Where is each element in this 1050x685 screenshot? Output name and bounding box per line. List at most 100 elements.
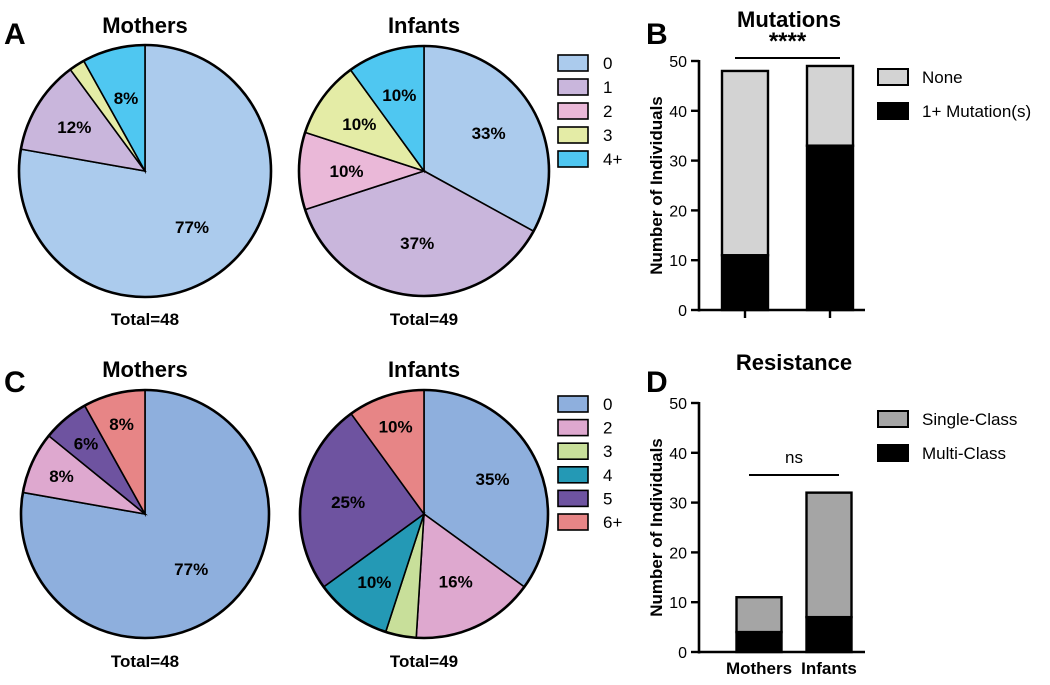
panel-letter-b: B: [646, 18, 668, 51]
bar-segment-infants-none: [805, 64, 855, 147]
bar-chart-title: Mutations: [737, 7, 841, 32]
y-tick-label: 30: [669, 496, 687, 513]
y-tick-label: 0: [678, 645, 687, 662]
legend-swatch-none: [877, 68, 909, 86]
panel-letter-d: D: [646, 366, 668, 399]
legend-panel-a: 0 1 2 3 4+: [557, 54, 622, 169]
bar-segment-infants-single-class: [805, 491, 853, 619]
y-tick-label: 0: [678, 303, 687, 320]
pie-slice-label: 10%: [342, 115, 376, 134]
legend-label: 4+: [603, 150, 622, 169]
pie-title: Infants: [388, 13, 460, 38]
bar-chart-d: Resistance 0 10 20 30 40 50 Number of Individua…: [647, 350, 1017, 678]
legend-label: Multi-Class: [922, 444, 1006, 463]
legend-label: 2: [603, 102, 612, 121]
legend-label: 0: [603, 395, 612, 414]
pie-chart-c-infants: Infants 35% 16% 10% 25% 10% Total=49: [298, 357, 550, 671]
x-category-label: Mothers: [726, 659, 792, 678]
y-tick-label: 20: [669, 545, 687, 562]
legend-label: 4: [603, 466, 612, 485]
pie-total-label: Total=49: [390, 652, 458, 671]
bar-chart-b: Mutations 0 10 20 30 40 50 Number of Individual…: [647, 7, 1031, 320]
legend-label: 3: [603, 442, 612, 461]
legend-swatch-6+: [557, 513, 589, 531]
bar-segment-infants-1-mutation-s: [805, 144, 855, 312]
pie-outline: [297, 44, 551, 298]
pie-slice-label: 8%: [49, 467, 74, 486]
pie-title: Infants: [388, 357, 460, 382]
pie-slice-label: 37%: [400, 234, 434, 253]
bar-segment-mothers-single-class: [735, 596, 783, 634]
x-category-label: Infants: [801, 659, 857, 678]
legend-swatch-0: [557, 395, 589, 413]
y-tick-label: 10: [669, 253, 687, 270]
y-tick-label: 40: [669, 446, 687, 463]
pie-title: Mothers: [102, 13, 188, 38]
pie-slice-label: 33%: [472, 124, 506, 143]
legend-swatch-single-class: [877, 410, 909, 428]
pie-slice-label: 25%: [331, 493, 365, 512]
legend-label: 1+ Mutation(s): [922, 102, 1031, 121]
y-axis-title: Number of Individuals: [647, 96, 666, 275]
legend-swatch-4: [557, 465, 589, 484]
legend-swatch-1: [557, 78, 589, 96]
pie-slice-label: 12%: [57, 118, 91, 137]
pie-slice-label: 6%: [74, 435, 99, 454]
legend-swatch-1-mutation-s: [877, 102, 909, 120]
y-tick-label: 50: [669, 54, 687, 71]
legend-panel-c: 0 2 3 4 5 6+: [557, 395, 622, 532]
legend-label: 2: [603, 419, 612, 438]
significance-label: ns: [785, 448, 803, 467]
pie-total-label: Total=49: [390, 310, 458, 329]
pie-slice-label: 10%: [329, 162, 363, 181]
bar-segment-infants-multi-class: [805, 615, 853, 654]
legend-swatch-2: [557, 102, 589, 120]
pie-slice-label: 77%: [175, 218, 209, 237]
pie-outline: [298, 388, 550, 640]
panel-letter-c: C: [4, 366, 26, 399]
pie-slice-label: 8%: [109, 415, 134, 434]
pie-slice-label: 10%: [379, 418, 413, 437]
y-tick-label: 40: [669, 104, 687, 121]
pie-slice-label: 77%: [174, 560, 208, 579]
pie-title: Mothers: [102, 357, 188, 382]
y-tick-label: 10: [669, 595, 687, 612]
bar-segment-mothers-1-mutation-s: [720, 254, 770, 312]
legend-label: Single-Class: [922, 410, 1017, 429]
legend-label: 5: [603, 489, 612, 508]
pie-slice-label: 8%: [114, 89, 139, 108]
legend-swatch-5: [557, 489, 589, 508]
pie-slice-label: 10%: [357, 573, 391, 592]
pie-outline: [17, 43, 273, 299]
pie-chart-a-mothers: Mothers 77% 12% 8% Total=48: [17, 13, 273, 329]
legend-swatch-3: [557, 442, 589, 461]
legend-label: 3: [603, 126, 612, 145]
bar-segment-mothers-multi-class: [735, 630, 783, 654]
legend-label: 6+: [603, 513, 622, 532]
legend-label: None: [922, 68, 963, 87]
y-axis-title: Number of Individuals: [647, 438, 666, 617]
pie-chart-a-infants: Infants 33% 37% 10% 10% 10% Total=49: [297, 13, 551, 329]
legend-label: 0: [603, 54, 612, 73]
legend-label: 1: [603, 78, 612, 97]
pie-total-label: Total=48: [111, 652, 179, 671]
pie-slice-label: 16%: [439, 572, 473, 591]
legend-swatch-2: [557, 418, 589, 437]
bar-segment-mothers-none: [720, 69, 770, 257]
legend-swatch-multi-class: [877, 444, 909, 462]
y-tick-label: 30: [669, 154, 687, 171]
y-tick-label: 50: [669, 396, 687, 413]
panel-letter-a: A: [4, 18, 26, 51]
pie-slice-label: 35%: [475, 470, 509, 489]
bar-chart-title: Resistance: [736, 350, 852, 375]
significance-label: ****: [769, 28, 807, 55]
pie-slice-label: 10%: [382, 86, 416, 105]
pie-outline: [19, 388, 271, 640]
pie-total-label: Total=48: [111, 310, 179, 329]
y-tick-label: 20: [669, 203, 687, 220]
legend-swatch-4+: [557, 150, 589, 168]
legend-swatch-0: [557, 54, 589, 72]
legend-swatch-3: [557, 126, 589, 144]
